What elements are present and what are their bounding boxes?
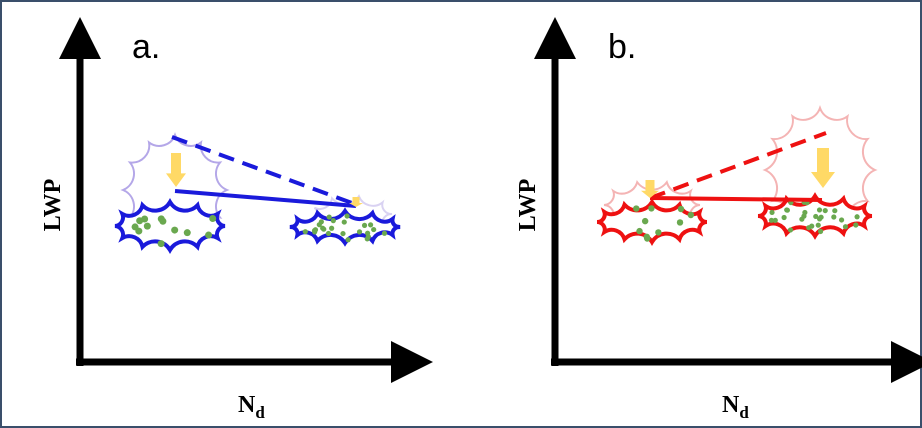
droplet [831, 214, 837, 220]
droplet [687, 211, 695, 219]
droplet [329, 225, 335, 231]
droplet [784, 207, 790, 213]
droplet [209, 215, 217, 223]
arrow [641, 180, 659, 198]
droplet [341, 219, 347, 225]
droplet [183, 229, 191, 237]
droplet [802, 209, 808, 216]
cloud [596, 198, 708, 246]
panel-label: a. [132, 28, 160, 66]
droplet [318, 219, 324, 225]
droplet [676, 219, 684, 226]
droplet [781, 214, 787, 221]
droplet [356, 229, 363, 235]
droplet [677, 205, 685, 213]
droplet [371, 226, 377, 233]
x-axis-label-subscript: d [739, 403, 749, 422]
droplet [813, 213, 819, 220]
droplet [325, 230, 332, 237]
y-axis-label: LWP [515, 179, 541, 231]
droplet [822, 207, 828, 214]
solid-line [174, 189, 357, 208]
droplet [330, 218, 336, 224]
x-axis-label: Nd [238, 392, 265, 422]
droplet [655, 229, 662, 236]
droplet [816, 207, 823, 213]
dashed-line [649, 131, 827, 200]
droplet [799, 216, 805, 222]
droplet [143, 222, 151, 230]
droplet [312, 227, 319, 233]
droplet [636, 227, 643, 235]
droplet [171, 226, 179, 234]
droplet [768, 217, 775, 223]
clouds [114, 104, 878, 255]
droplet [344, 213, 350, 219]
arrow [166, 153, 186, 187]
droplet [365, 234, 372, 240]
droplet [772, 217, 778, 223]
cloud [289, 207, 401, 247]
droplet [381, 230, 388, 236]
arrow [349, 197, 363, 207]
droplet [838, 217, 845, 223]
x-axis-label-subscript: d [255, 403, 265, 422]
cloud [114, 197, 226, 255]
droplet [815, 222, 821, 228]
droplet [809, 223, 815, 229]
droplet [326, 214, 332, 220]
solid-line [649, 196, 823, 202]
droplet [361, 222, 368, 228]
droplet [136, 217, 144, 225]
droplet [205, 231, 213, 239]
droplet [157, 215, 165, 223]
x-axis-label: Nd [722, 392, 749, 422]
x-axis-label-main: N [238, 392, 256, 418]
dashed-line [171, 135, 353, 205]
droplet [345, 237, 351, 243]
droplet [320, 225, 326, 231]
droplet [367, 222, 374, 228]
droplet [817, 228, 824, 234]
droplet [818, 214, 824, 220]
droplet [633, 205, 640, 212]
droplet [769, 209, 775, 216]
droplet [854, 214, 860, 220]
droplet [135, 227, 143, 235]
droplet [648, 205, 655, 212]
droplet [302, 229, 308, 235]
y-axis-label: LWP [40, 179, 66, 231]
x-axis-label-main: N [722, 392, 740, 418]
arrow [811, 148, 835, 188]
droplet [157, 240, 165, 248]
droplet [340, 230, 346, 237]
droplet [832, 208, 838, 214]
droplet [641, 217, 649, 225]
droplet [787, 227, 794, 233]
panel-label: b. [608, 28, 636, 66]
droplet [644, 235, 651, 242]
droplet [853, 222, 859, 228]
droplet [842, 224, 849, 230]
